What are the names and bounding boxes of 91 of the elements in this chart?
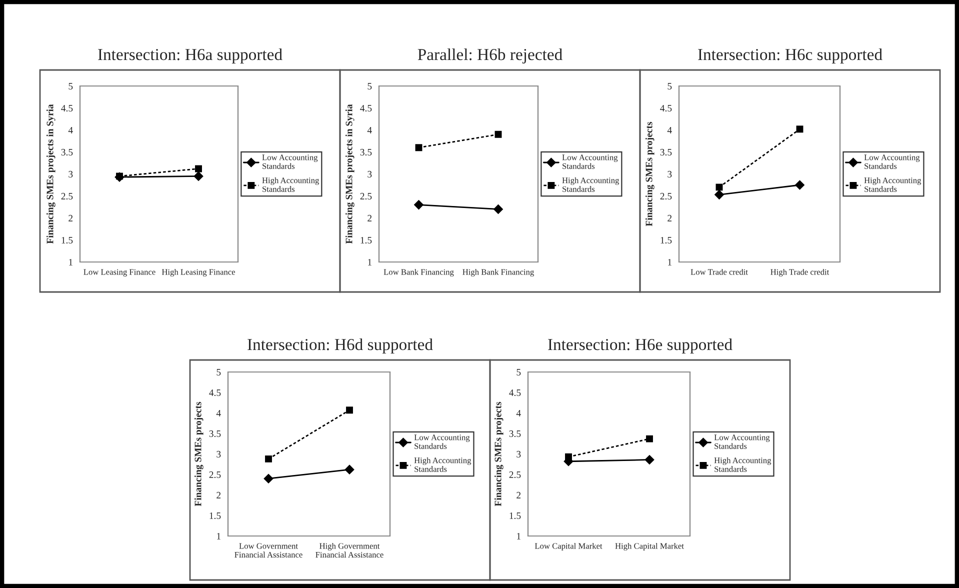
y-tick-label: 3 xyxy=(668,170,672,178)
y-axis-title: Financing SMEs projects in Syria xyxy=(345,104,354,244)
point xyxy=(195,165,202,172)
chart-title: Parallel: H6b rejected xyxy=(418,48,562,64)
point xyxy=(716,184,723,191)
x-tick-label: High Trade credit xyxy=(770,268,830,277)
legend-label: High Accounting Standards xyxy=(262,177,320,192)
y-tick-label: 2 xyxy=(516,492,521,498)
point xyxy=(494,204,503,214)
x-tick-label: High Government Financial Assistance xyxy=(316,542,384,558)
y-tick-label: 2.5 xyxy=(209,471,221,478)
y-axis-title: Financing SMEs projects in Syria xyxy=(46,104,56,244)
y-axis-title: Financing SMEs projects xyxy=(645,122,654,226)
y-tick-label: 3 xyxy=(68,170,73,178)
y-tick-label: 2.5 xyxy=(360,192,372,200)
y-tick-label: 3.5 xyxy=(360,148,372,156)
x-tick-label: Low Leasing Finance xyxy=(84,269,156,276)
legend-label: Low Accounting Standards xyxy=(262,154,318,169)
point xyxy=(194,172,204,181)
x-tick-label: Low Capital Market xyxy=(534,542,602,550)
legend-label: Low Accounting Standards xyxy=(864,154,920,169)
x-tick-label: High Leasing Finance xyxy=(162,268,236,277)
legend-label: Low Accounting Standards xyxy=(414,434,470,449)
y-tick-label: 4.5 xyxy=(61,104,73,112)
y-tick-label: 3.5 xyxy=(509,430,521,438)
y-tick-label: 5 xyxy=(368,83,372,90)
y-tick-label: 1 xyxy=(69,258,72,266)
y-tick-label: 2.5 xyxy=(509,471,521,478)
x-tick-label: Low Government Financial Assistance xyxy=(234,543,302,558)
y-tick-label: 2 xyxy=(216,492,221,498)
legend-label: High Accounting Standards xyxy=(864,177,922,192)
y-tick-label: 5 xyxy=(68,83,73,90)
y-tick-label: 2.5 xyxy=(61,192,73,200)
legend-label: Low Accounting Standards xyxy=(714,434,770,449)
point xyxy=(414,200,424,210)
chart-title: Intersection: H6c supported xyxy=(698,48,882,64)
legend-label: Low Accounting Standards xyxy=(562,154,618,169)
chart-title: Intersection: H6a supported xyxy=(98,48,282,64)
legend-label: High Accounting Standards xyxy=(714,457,772,472)
legend-label: High Accounting Standards xyxy=(562,177,620,192)
y-tick-label: 2 xyxy=(368,214,372,222)
x-tick-label: High Capital Market xyxy=(615,542,684,551)
y-tick-label: 1.5 xyxy=(62,236,73,244)
x-tick-label: Low Trade credit xyxy=(690,268,748,275)
y-tick-label: 4 xyxy=(367,126,372,134)
y-tick-label: 4.5 xyxy=(360,104,372,112)
y-tick-label: 1.5 xyxy=(660,236,672,244)
point xyxy=(796,126,804,133)
y-tick-label: 1 xyxy=(668,258,672,266)
y-tick-label: 3.5 xyxy=(660,148,672,156)
y-tick-label: 1.5 xyxy=(210,512,221,520)
y-tick-label: 1.5 xyxy=(360,236,372,244)
y-axis-title: Financing SMEs projects xyxy=(494,402,504,506)
chart-title: Intersection: H6e supported xyxy=(548,338,732,354)
y-tick-label: 1 xyxy=(368,258,372,266)
point xyxy=(646,435,653,442)
y-tick-label: 3 xyxy=(216,450,221,458)
legend-label: High Accounting Standards xyxy=(414,457,472,472)
y-tick-label: 2 xyxy=(68,214,73,222)
y-tick-label: 2 xyxy=(668,214,672,222)
point xyxy=(415,144,422,152)
point xyxy=(714,190,724,200)
y-tick-label: 1 xyxy=(217,532,220,540)
point xyxy=(494,130,502,138)
y-tick-label: 4 xyxy=(667,126,672,134)
y-tick-label: 4 xyxy=(516,410,521,416)
y-tick-label: 4 xyxy=(68,126,73,134)
y-tick-label: 3 xyxy=(516,450,521,458)
y-tick-label: 4 xyxy=(216,410,221,416)
y-tick-label: 3.5 xyxy=(209,430,221,438)
y-tick-label: 2.5 xyxy=(660,192,672,200)
chart-title: Intersection: H6d supported xyxy=(248,338,433,354)
point xyxy=(346,406,353,414)
x-tick-label: Low Bank Financing xyxy=(384,268,454,277)
y-tick-label: 4.5 xyxy=(509,389,521,396)
point xyxy=(795,180,804,190)
y-tick-label: 5 xyxy=(516,369,521,376)
y-tick-label: 4.5 xyxy=(660,104,672,112)
y-tick-label: 1 xyxy=(517,532,520,540)
point xyxy=(644,455,654,464)
y-tick-label: 5 xyxy=(216,369,221,376)
y-tick-label: 5 xyxy=(668,83,672,90)
point xyxy=(265,455,272,462)
y-axis-title: Financing SMEs projects xyxy=(194,402,204,506)
y-tick-label: 1.5 xyxy=(510,512,521,520)
point xyxy=(344,464,354,474)
point xyxy=(264,474,274,484)
y-tick-label: 4.5 xyxy=(209,389,221,396)
y-tick-label: 3.5 xyxy=(61,148,73,156)
y-tick-label: 3 xyxy=(368,170,372,178)
x-tick-label: High Bank Financing xyxy=(462,268,534,277)
